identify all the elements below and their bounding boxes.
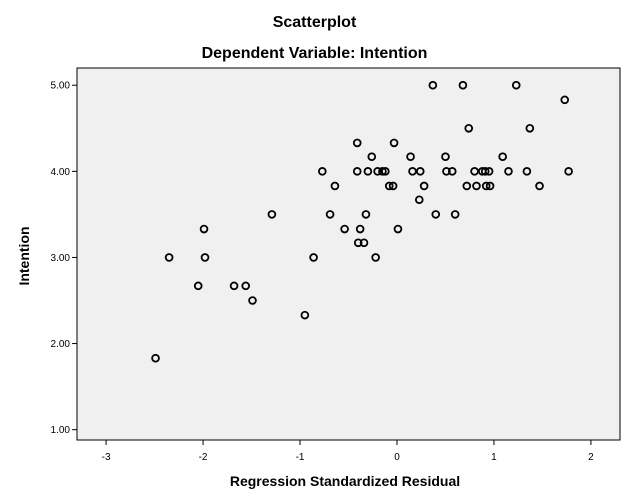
x-tick-label: 0 (394, 452, 400, 463)
scatter-point (352, 167, 362, 176)
scatter-point (352, 138, 362, 148)
scatter-point (406, 152, 415, 161)
scatter-point (359, 238, 369, 248)
scatter-point (485, 181, 495, 191)
scatter-point (447, 167, 457, 176)
x-axis: -3 -2 -1 0 1 2 (102, 440, 594, 463)
scatter-point (340, 224, 349, 234)
scatter-point (267, 210, 277, 219)
scatter-point (504, 167, 513, 176)
y-tick-label: 1.00 (51, 425, 71, 436)
scatter-point (200, 253, 210, 262)
y-tick-label: 4.00 (51, 167, 71, 178)
scatter-point (560, 95, 570, 105)
data-points (151, 80, 573, 363)
scatter-point (353, 238, 363, 248)
scatter-point (522, 167, 532, 176)
chart-subtitle: Dependent Variable: Intention (201, 45, 428, 62)
x-tick-label: 2 (588, 452, 594, 463)
scatter-point (300, 310, 310, 320)
scatter-point (480, 167, 490, 176)
scatter-point (481, 181, 491, 191)
scatter-point (193, 281, 203, 291)
scatter-point (458, 80, 468, 90)
scatter-point (151, 353, 160, 363)
scatter-point (373, 167, 382, 176)
scatter-point (414, 195, 424, 205)
y-tick-label: 2.00 (51, 339, 71, 350)
scatter-point (318, 167, 327, 176)
scatter-point (442, 167, 451, 176)
scatter-point (408, 167, 417, 176)
x-tick-label: 1 (491, 452, 497, 463)
scatter-point (511, 80, 521, 90)
scatter-point (363, 167, 373, 176)
scatter-point (441, 152, 450, 161)
scatter-point (498, 152, 507, 161)
y-tick-label: 3.00 (51, 253, 71, 264)
scatter-point (378, 167, 387, 176)
scatter-point (325, 210, 335, 219)
scatter-point (229, 281, 239, 291)
scatter-point (164, 253, 174, 262)
scatter-point (535, 181, 544, 191)
scatter-point (248, 296, 257, 305)
scatter-point (355, 224, 365, 234)
scatter-point (367, 152, 377, 161)
scatter-point (462, 181, 472, 191)
scatter-point (361, 210, 371, 219)
scatter-point (389, 138, 399, 148)
scatter-point (470, 167, 479, 176)
scatter-point (525, 123, 535, 133)
scatter-point (464, 123, 474, 133)
scatter-point (393, 224, 403, 234)
x-tick-label: -2 (199, 452, 208, 463)
scatter-point (428, 80, 438, 90)
x-axis-label: Regression Standardized Residual (230, 473, 460, 489)
scatter-point (415, 167, 425, 176)
scatter-point (381, 167, 390, 176)
scatter-point (388, 181, 398, 191)
scatter-point (371, 253, 380, 262)
scatter-point (484, 167, 494, 176)
x-tick-label: -1 (296, 452, 305, 463)
y-axis: 1.00 2.00 3.00 4.00 5.00 (51, 81, 77, 436)
scatter-point (384, 181, 394, 191)
scatter-point (309, 253, 318, 262)
scatter-point (564, 167, 573, 176)
scatter-point (241, 281, 251, 291)
scatter-point (419, 181, 429, 191)
y-tick-label: 5.00 (51, 81, 71, 92)
plot-area (76, 67, 621, 441)
scatter-point (431, 210, 441, 219)
y-axis-label: Intention (16, 226, 32, 285)
scatter-point (472, 181, 481, 191)
scatter-point (199, 224, 209, 234)
scatter-point (330, 181, 340, 191)
x-tick-label: -3 (102, 452, 111, 463)
chart-title: Scatterplot (272, 14, 357, 31)
scatter-point (450, 210, 460, 219)
